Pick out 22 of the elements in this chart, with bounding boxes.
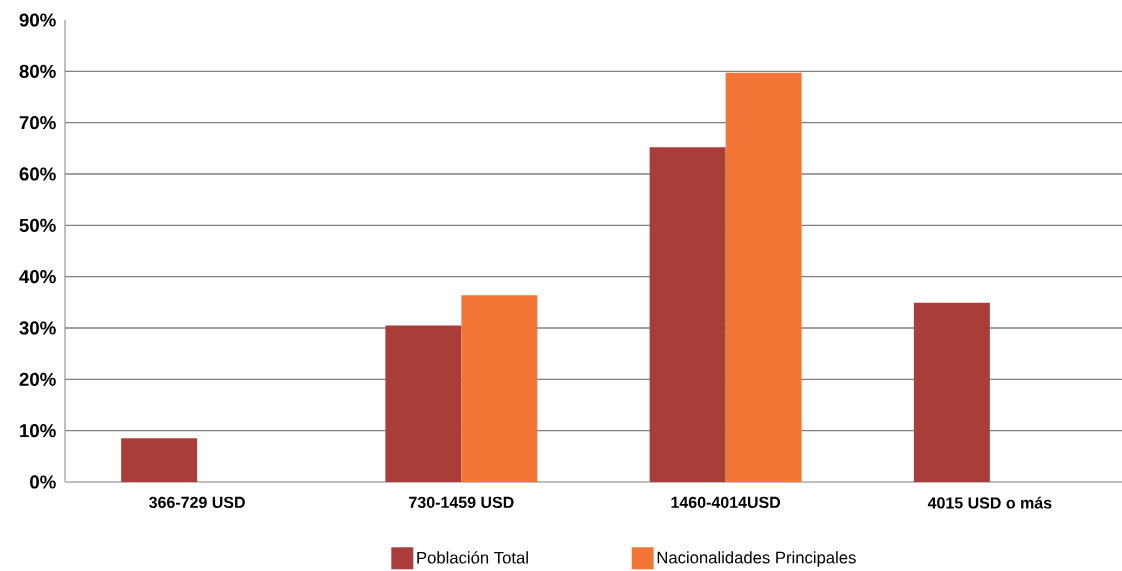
x-tick-label: 4015 USD o más — [927, 496, 1052, 509]
x-tick-label: 366-729 USD — [149, 496, 245, 509]
y-tick-label: 60% — [19, 167, 56, 181]
legend-label: Población Total — [417, 551, 528, 564]
bar — [725, 72, 802, 482]
bar — [913, 302, 990, 482]
legend-label: Nacionalidades Principales — [657, 551, 856, 567]
bar — [121, 438, 198, 482]
y-tick-label: 0% — [30, 475, 56, 489]
y-tick-label: 80% — [19, 64, 56, 78]
bar — [649, 147, 726, 482]
y-tick-label: 50% — [19, 218, 56, 232]
y-tick-label: 10% — [20, 424, 56, 438]
bar — [385, 325, 462, 482]
y-tick-label: 20% — [19, 372, 56, 386]
x-tick-label: 730-1459 USD — [409, 496, 514, 509]
x-tick-label: 1460-4014USD — [671, 496, 781, 509]
y-tick-label: 40% — [19, 270, 56, 284]
y-tick-label: 70% — [19, 116, 56, 130]
bar — [461, 295, 538, 482]
y-tick-label: 90% — [19, 13, 56, 27]
y-tick-label: 30% — [19, 321, 56, 335]
